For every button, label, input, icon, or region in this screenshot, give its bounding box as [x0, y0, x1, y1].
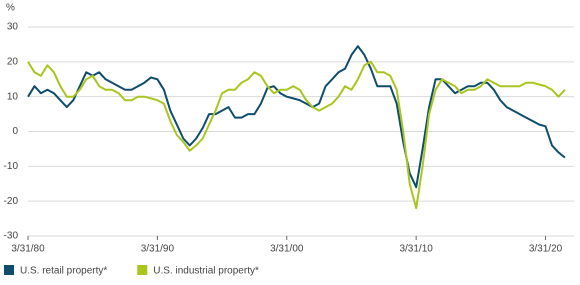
series-line: [27, 60, 566, 210]
legend-label: U.S. retail property*: [20, 266, 107, 277]
y-axis-unit: %: [6, 3, 15, 14]
y-tick-label: 30: [7, 22, 19, 33]
x-tick-label: 3/31/00: [270, 244, 304, 255]
legend-swatch: [137, 265, 148, 275]
legend-swatch: [4, 265, 14, 275]
x-tick-label: 3/31/80: [11, 244, 45, 255]
y-tick-label: -30: [4, 231, 19, 242]
y-tick-label: -10: [4, 161, 19, 172]
y-tick-label: 10: [7, 91, 19, 102]
y-tick-label: -20: [4, 196, 19, 207]
x-tick-label: 3/31/20: [529, 244, 563, 255]
y-tick-label: 20: [7, 56, 19, 67]
series-line: [27, 45, 566, 189]
legend-label: U.S. industrial property*: [153, 266, 259, 277]
x-tick-label: 3/31/10: [399, 244, 433, 255]
x-tick-label: 3/31/90: [141, 244, 175, 255]
y-tick-label: 0: [12, 126, 18, 137]
